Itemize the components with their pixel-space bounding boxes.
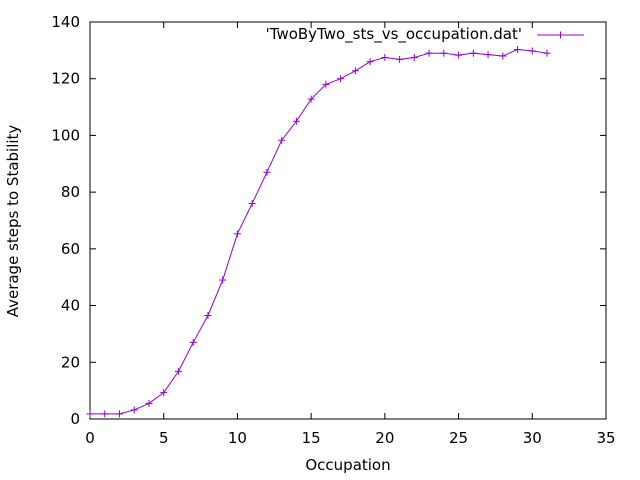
- data-point: [410, 53, 418, 61]
- x-tick-label: 10: [228, 429, 247, 447]
- y-axis-title: Average steps to Stability: [4, 125, 22, 318]
- legend: 'TwoByTwo_sts_vs_occupation.dat': [266, 25, 584, 44]
- y-tick-label: 100: [51, 126, 80, 144]
- data-point: [381, 53, 389, 61]
- data-point: [174, 367, 182, 375]
- y-tick-label: 0: [70, 410, 80, 428]
- data-point: [337, 75, 345, 83]
- legend-label: 'TwoByTwo_sts_vs_occupation.dat': [266, 25, 522, 44]
- x-axis: 0 5 10 15 20 25 30 35: [85, 22, 616, 447]
- data-point: [469, 49, 477, 57]
- y-axis: 0 20 40 60 80 100 120 140: [51, 13, 606, 428]
- data-point: [396, 55, 404, 63]
- data-point: [278, 136, 286, 144]
- data-point: [499, 52, 507, 60]
- data-point: [307, 95, 315, 103]
- x-axis-title: Occupation: [305, 456, 390, 474]
- series-markers: [86, 46, 551, 418]
- y-tick-label: 60: [61, 240, 80, 258]
- data-point: [543, 49, 551, 57]
- x-tick-label: 15: [302, 429, 321, 447]
- x-tick-label: 25: [449, 429, 468, 447]
- data-point: [425, 49, 433, 57]
- data-point: [455, 51, 463, 59]
- y-tick-label: 20: [61, 353, 80, 371]
- x-tick-label: 30: [523, 429, 542, 447]
- y-tick-label: 140: [51, 13, 80, 31]
- data-point: [351, 67, 359, 75]
- data-point: [528, 47, 536, 55]
- y-tick-label: 120: [51, 70, 80, 88]
- data-point: [366, 58, 374, 66]
- data-point: [189, 338, 197, 346]
- data-point: [160, 389, 168, 397]
- data-point: [263, 168, 271, 176]
- data-point: [514, 46, 522, 54]
- data-point: [440, 49, 448, 57]
- plot-border: [89, 21, 607, 420]
- legend-marker: [557, 31, 564, 39]
- data-point: [292, 117, 300, 125]
- data-point: [130, 406, 138, 414]
- y-tick-label: 80: [61, 183, 80, 201]
- x-tick-label: 5: [159, 429, 169, 447]
- data-point: [248, 199, 256, 207]
- data-point: [219, 276, 227, 284]
- data-point: [145, 399, 153, 407]
- y-tick-label: 40: [61, 297, 80, 315]
- x-tick-label: 35: [596, 429, 615, 447]
- data-point: [115, 410, 123, 418]
- legend-marker-plus: [557, 31, 564, 39]
- series-line: [90, 48, 548, 415]
- data-point: [322, 80, 330, 88]
- data-point: [233, 230, 241, 238]
- data-point: [484, 51, 492, 59]
- x-tick-label: 0: [85, 429, 95, 447]
- x-tick-label: 20: [375, 429, 394, 447]
- data-point: [86, 410, 94, 418]
- data-point: [101, 410, 109, 418]
- data-point: [204, 311, 212, 319]
